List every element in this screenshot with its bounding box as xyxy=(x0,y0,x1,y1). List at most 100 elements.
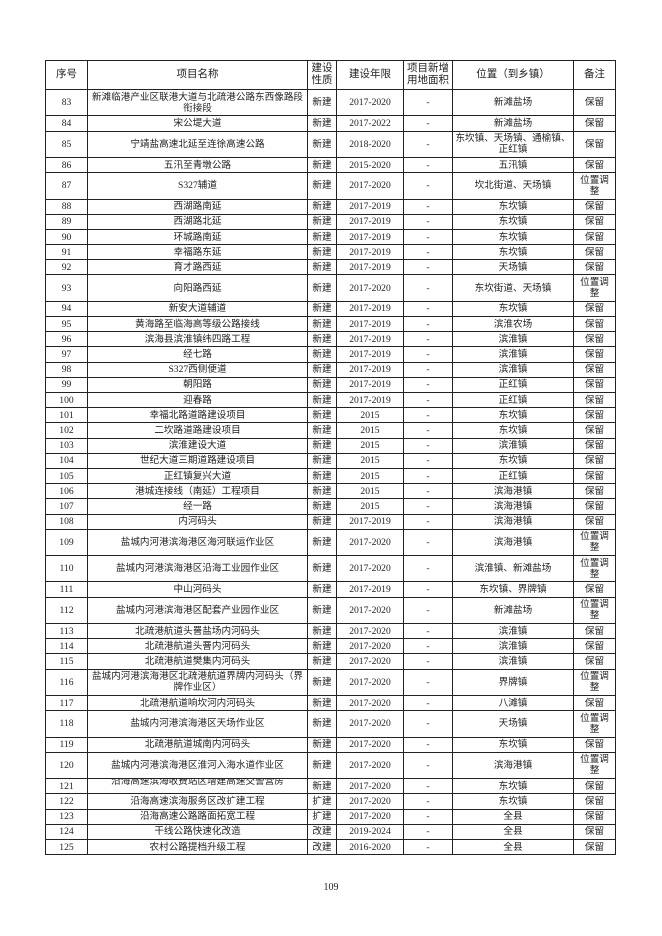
project-name: 幸福路东延 xyxy=(87,244,308,261)
row-index: 122 xyxy=(45,793,88,810)
construction-type: 扩建 xyxy=(307,808,337,825)
location: 东坎镇 xyxy=(452,213,574,230)
location: 滨淮镇 xyxy=(452,361,574,378)
remark: 位置调整 xyxy=(573,668,616,697)
remark: 保留 xyxy=(573,623,616,640)
location: 界牌镇 xyxy=(452,668,574,697)
table-row: 105 正红镇复兴大道 新建 2015- 正红镇 保留 xyxy=(45,467,616,485)
table-row: 94 新安大道辅道 新建 2017-2019- 东坎镇 保留 xyxy=(45,300,616,318)
construction-type: 新建 xyxy=(307,751,337,780)
construction-type: 新建 xyxy=(307,259,337,276)
new-land-area: - xyxy=(403,778,453,795)
row-index: 90 xyxy=(45,228,88,246)
row-index: 121 xyxy=(45,778,88,795)
remark: 保留 xyxy=(573,513,616,530)
construction-type: 改建 xyxy=(307,838,337,856)
remark: 保留 xyxy=(573,198,616,215)
remark: 保留 xyxy=(573,808,616,825)
location: 东坎镇 xyxy=(452,736,574,753)
project-name-text: 沿海高速滨海收费站区增建高速交警营房 xyxy=(111,778,284,788)
project-name: 西湖路北延 xyxy=(87,213,308,230)
project-name: 五汛至青墩公路 xyxy=(87,156,308,174)
row-index: 86 xyxy=(45,156,88,174)
construction-type: 新建 xyxy=(307,596,337,625)
project-name: 向阳路西延 xyxy=(87,274,308,302)
remark: 保留 xyxy=(573,694,616,712)
construction-period: 2017-2020 xyxy=(336,694,404,712)
header-location: 位置（到乡镇） xyxy=(452,60,574,90)
construction-type: 新建 xyxy=(307,498,337,515)
new-land-area: - xyxy=(403,331,453,348)
table-row: 112 盐城内河港滨海港区配套产业园作业区 新建 2017-2020- 新滩盐场 位置调整 xyxy=(45,596,616,625)
construction-period: 2017-2020 xyxy=(336,778,404,795)
new-land-area: - xyxy=(403,172,453,200)
construction-type: 新建 xyxy=(307,555,337,583)
remark: 保留 xyxy=(573,483,616,500)
new-land-area: - xyxy=(403,228,453,246)
construction-period: 2017-2020 xyxy=(336,623,404,640)
table-row: 89 西湖路北延 新建 2017-2019- 东坎镇 保留 xyxy=(45,213,616,230)
construction-type: 新建 xyxy=(307,452,337,469)
new-land-area: - xyxy=(403,259,453,276)
new-land-area: - xyxy=(403,751,453,780)
table-row: 90 环城路南延 新建 2017-2019- 东坎镇 保留 xyxy=(45,228,616,246)
new-land-area: - xyxy=(403,483,453,500)
new-land-area: - xyxy=(403,452,453,469)
construction-period: 2015 xyxy=(336,498,404,515)
new-land-area: - xyxy=(403,88,453,117)
table-row: 97 经七路 新建 2017-2019- 滨淮镇 保留 xyxy=(45,346,616,363)
remark: 保留 xyxy=(573,407,616,424)
table-row: 123 沿海高速公路路面拓宽工程 扩建 2017-2020- 全县 保留 xyxy=(45,808,616,825)
construction-type: 新建 xyxy=(307,346,337,363)
construction-type: 新建 xyxy=(307,228,337,246)
row-index: 112 xyxy=(45,596,88,625)
location: 东坎镇 xyxy=(452,244,574,261)
table-row: 114 北疏港航道头罾内河码头 新建 2017-2020- 滨淮镇 保留 xyxy=(45,638,616,655)
project-name: 盐城内河港滨海港区天场作业区 xyxy=(87,710,308,738)
row-index: 123 xyxy=(45,808,88,825)
table-row: 91 幸福路东延 新建 2017-2019- 东坎镇 保留 xyxy=(45,244,616,261)
row-index: 118 xyxy=(45,710,88,738)
remark: 保留 xyxy=(573,213,616,230)
row-index: 119 xyxy=(45,736,88,753)
new-land-area: - xyxy=(403,376,453,394)
new-land-area: - xyxy=(403,736,453,753)
project-name: 黄海路至临海高等级公路接线 xyxy=(87,316,308,333)
location: 东坎镇 xyxy=(452,422,574,439)
project-name: 新安大道辅道 xyxy=(87,300,308,318)
project-name: 正红镇复兴大道 xyxy=(87,467,308,485)
row-index: 105 xyxy=(45,467,88,485)
row-index: 96 xyxy=(45,331,88,348)
table-row: 125 农村公路提档升级工程 改建 2016-2020- 全县 保留 xyxy=(45,838,616,856)
remark: 位置调整 xyxy=(573,596,616,625)
construction-period: 2017-2019 xyxy=(336,259,404,276)
project-name: S327辅道 xyxy=(87,172,308,200)
project-name: 北疏港航道城南内河码头 xyxy=(87,736,308,753)
row-index: 99 xyxy=(45,376,88,394)
new-land-area: - xyxy=(403,361,453,378)
header-index: 序号 xyxy=(45,60,88,90)
remark: 保留 xyxy=(573,638,616,655)
table-row: 95 黄海路至临海高等级公路接线 新建 2017-2019- 滨淮农场 保留 xyxy=(45,316,616,333)
remark: 保留 xyxy=(573,778,616,795)
remark: 保留 xyxy=(573,228,616,246)
new-land-area: - xyxy=(403,244,453,261)
row-index: 95 xyxy=(45,316,88,333)
row-index: 109 xyxy=(45,528,88,557)
project-name: 滨海县滨淮镇纬四路工程 xyxy=(87,331,308,348)
page-number: 109 xyxy=(323,882,339,893)
new-land-area: - xyxy=(403,274,453,302)
table-row: 86 五汛至青墩公路 新建 2015-2020- 五汛镇 保留 xyxy=(45,156,616,174)
location: 东坎镇 xyxy=(452,228,574,246)
row-index: 120 xyxy=(45,751,88,780)
project-name: 农村公路提档升级工程 xyxy=(87,838,308,856)
location: 东坎镇 xyxy=(452,778,574,795)
construction-type: 新建 xyxy=(307,130,337,158)
table-header: 序号 项目名称 建设性质 建设年限 项目新增用地面积 位置（到乡镇） 备注 xyxy=(45,60,616,90)
construction-type: 扩建 xyxy=(307,793,337,810)
construction-period: 2017-2019 xyxy=(336,361,404,378)
new-land-area: - xyxy=(403,710,453,738)
location: 八滩镇 xyxy=(452,694,574,712)
new-land-area: - xyxy=(403,407,453,424)
location: 全县 xyxy=(452,823,574,840)
